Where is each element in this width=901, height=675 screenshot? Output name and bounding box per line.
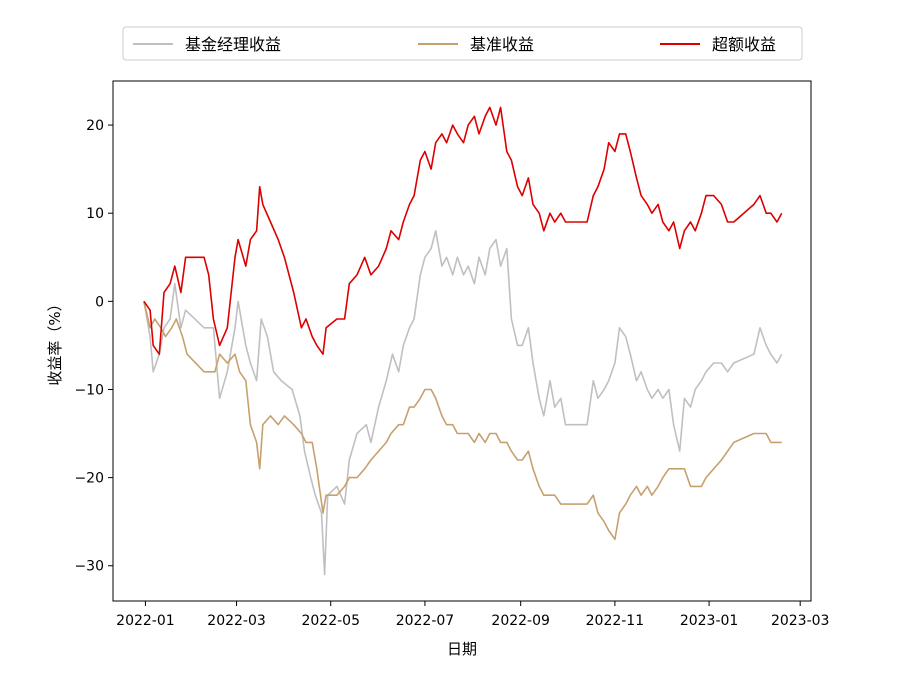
legend-label-1: 基金经理收益 bbox=[185, 35, 281, 54]
legend-frame bbox=[122, 26, 803, 61]
x-axis-label: 日期 bbox=[447, 640, 477, 658]
x-tick-label: 2022-01 bbox=[116, 613, 175, 629]
legend-label-3: 超额收益 bbox=[712, 35, 776, 54]
legend: 基金经理收益 基准收益 超额收益 bbox=[122, 26, 803, 61]
series-line-2 bbox=[143, 301, 782, 541]
y-tick-label: 0 bbox=[95, 294, 104, 310]
plot-frame bbox=[112, 80, 812, 602]
legend-label-2: 基准收益 bbox=[470, 35, 534, 54]
x-tick-label: 2022-03 bbox=[207, 613, 266, 629]
x-tick-label: 2022-09 bbox=[491, 613, 550, 629]
y-tick-label: −20 bbox=[74, 471, 104, 487]
series-layer bbox=[143, 106, 783, 576]
x-tick-label: 2023-03 bbox=[771, 613, 830, 629]
x-tick-label: 2022-05 bbox=[301, 613, 360, 629]
y-tick-label: −10 bbox=[74, 382, 104, 398]
x-tick-label: 2022-11 bbox=[586, 613, 645, 629]
y-tick-label: 10 bbox=[86, 206, 104, 222]
x-tick-label: 2023-01 bbox=[680, 613, 739, 629]
y-tick-label: 20 bbox=[86, 118, 104, 134]
y-tick-label: −30 bbox=[74, 559, 104, 575]
y-axis-label: 收益率（%） bbox=[46, 296, 64, 385]
y-axis: 20 10 0 −10 −20 −30 bbox=[74, 118, 113, 575]
series-line-3 bbox=[143, 106, 783, 355]
x-tick-label: 2022-07 bbox=[396, 613, 455, 629]
series-line-1 bbox=[143, 230, 783, 576]
x-axis: 2022-01 2022-03 2022-05 2022-07 2022-09 2022-… bbox=[116, 601, 829, 629]
